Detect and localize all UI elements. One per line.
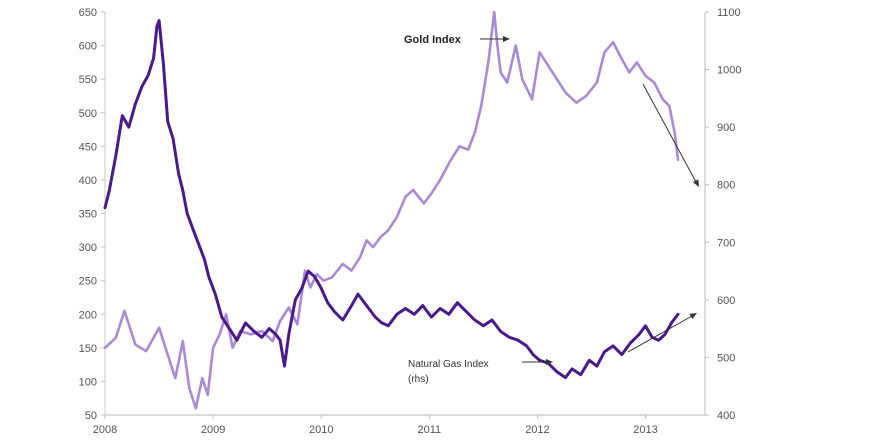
- right-tick-label: 1000: [717, 65, 741, 77]
- gold-index-label: Gold Index: [404, 34, 462, 46]
- right-tick-label: 1100: [717, 7, 741, 19]
- left-tick-label: 650: [79, 7, 97, 19]
- x-tick-label: 2010: [309, 424, 333, 436]
- left-tick-label: 550: [79, 74, 97, 86]
- left-tick-label: 150: [79, 343, 97, 355]
- left-tick-label: 600: [79, 41, 97, 53]
- left-tick-label: 100: [79, 376, 97, 388]
- left-tick-label: 450: [79, 141, 97, 153]
- series-layer: [103, 10, 680, 410]
- left-tick-label: 500: [79, 108, 97, 120]
- right-axis: 400 500 600 700 800 900 1000 1100: [705, 7, 741, 422]
- right-tick-label: 700: [717, 237, 735, 249]
- left-tick-label: 50: [85, 410, 97, 422]
- x-tick-label: 2008: [93, 424, 117, 436]
- left-axis: 50 100 150 200 250 300 350 400 450 500 550 600 650: [79, 7, 105, 422]
- x-tick-label: 2009: [201, 424, 225, 436]
- natural-gas-index-line: [103, 19, 680, 380]
- natural-gas-index-arrowhead: [546, 359, 553, 365]
- natural-gas-index-label: Natural Gas Index: [408, 359, 489, 370]
- left-tick-label: 300: [79, 242, 97, 254]
- x-axis: 2008 2009 2010 2011 2012 2013: [93, 415, 658, 436]
- x-tick-label: 2011: [417, 424, 441, 436]
- left-tick-label: 400: [79, 175, 97, 187]
- annotations-layer: Gold Index Natural Gas Index (rhs): [404, 34, 699, 385]
- gold-trend-arrowhead: [693, 179, 699, 187]
- gas-trend-arrowhead: [689, 313, 697, 320]
- x-tick-label: 2013: [633, 424, 657, 436]
- right-tick-label: 500: [717, 352, 735, 364]
- gas-trend-arrow: [627, 315, 693, 353]
- right-tick-label: 900: [717, 122, 735, 134]
- left-tick-label: 200: [79, 309, 97, 321]
- gold-index-line: [103, 10, 680, 410]
- x-tick-label: 2012: [525, 424, 549, 436]
- left-tick-label: 250: [79, 276, 97, 288]
- right-tick-label: 400: [717, 410, 735, 422]
- left-tick-label: 350: [79, 209, 97, 221]
- natural-gas-rhs-label: (rhs): [408, 374, 429, 385]
- plot-frame: [104, 12, 706, 416]
- gold-index-arrowhead: [503, 36, 510, 42]
- right-tick-label: 800: [717, 180, 735, 192]
- right-tick-label: 600: [717, 295, 735, 307]
- gold-trend-arrow: [642, 83, 697, 183]
